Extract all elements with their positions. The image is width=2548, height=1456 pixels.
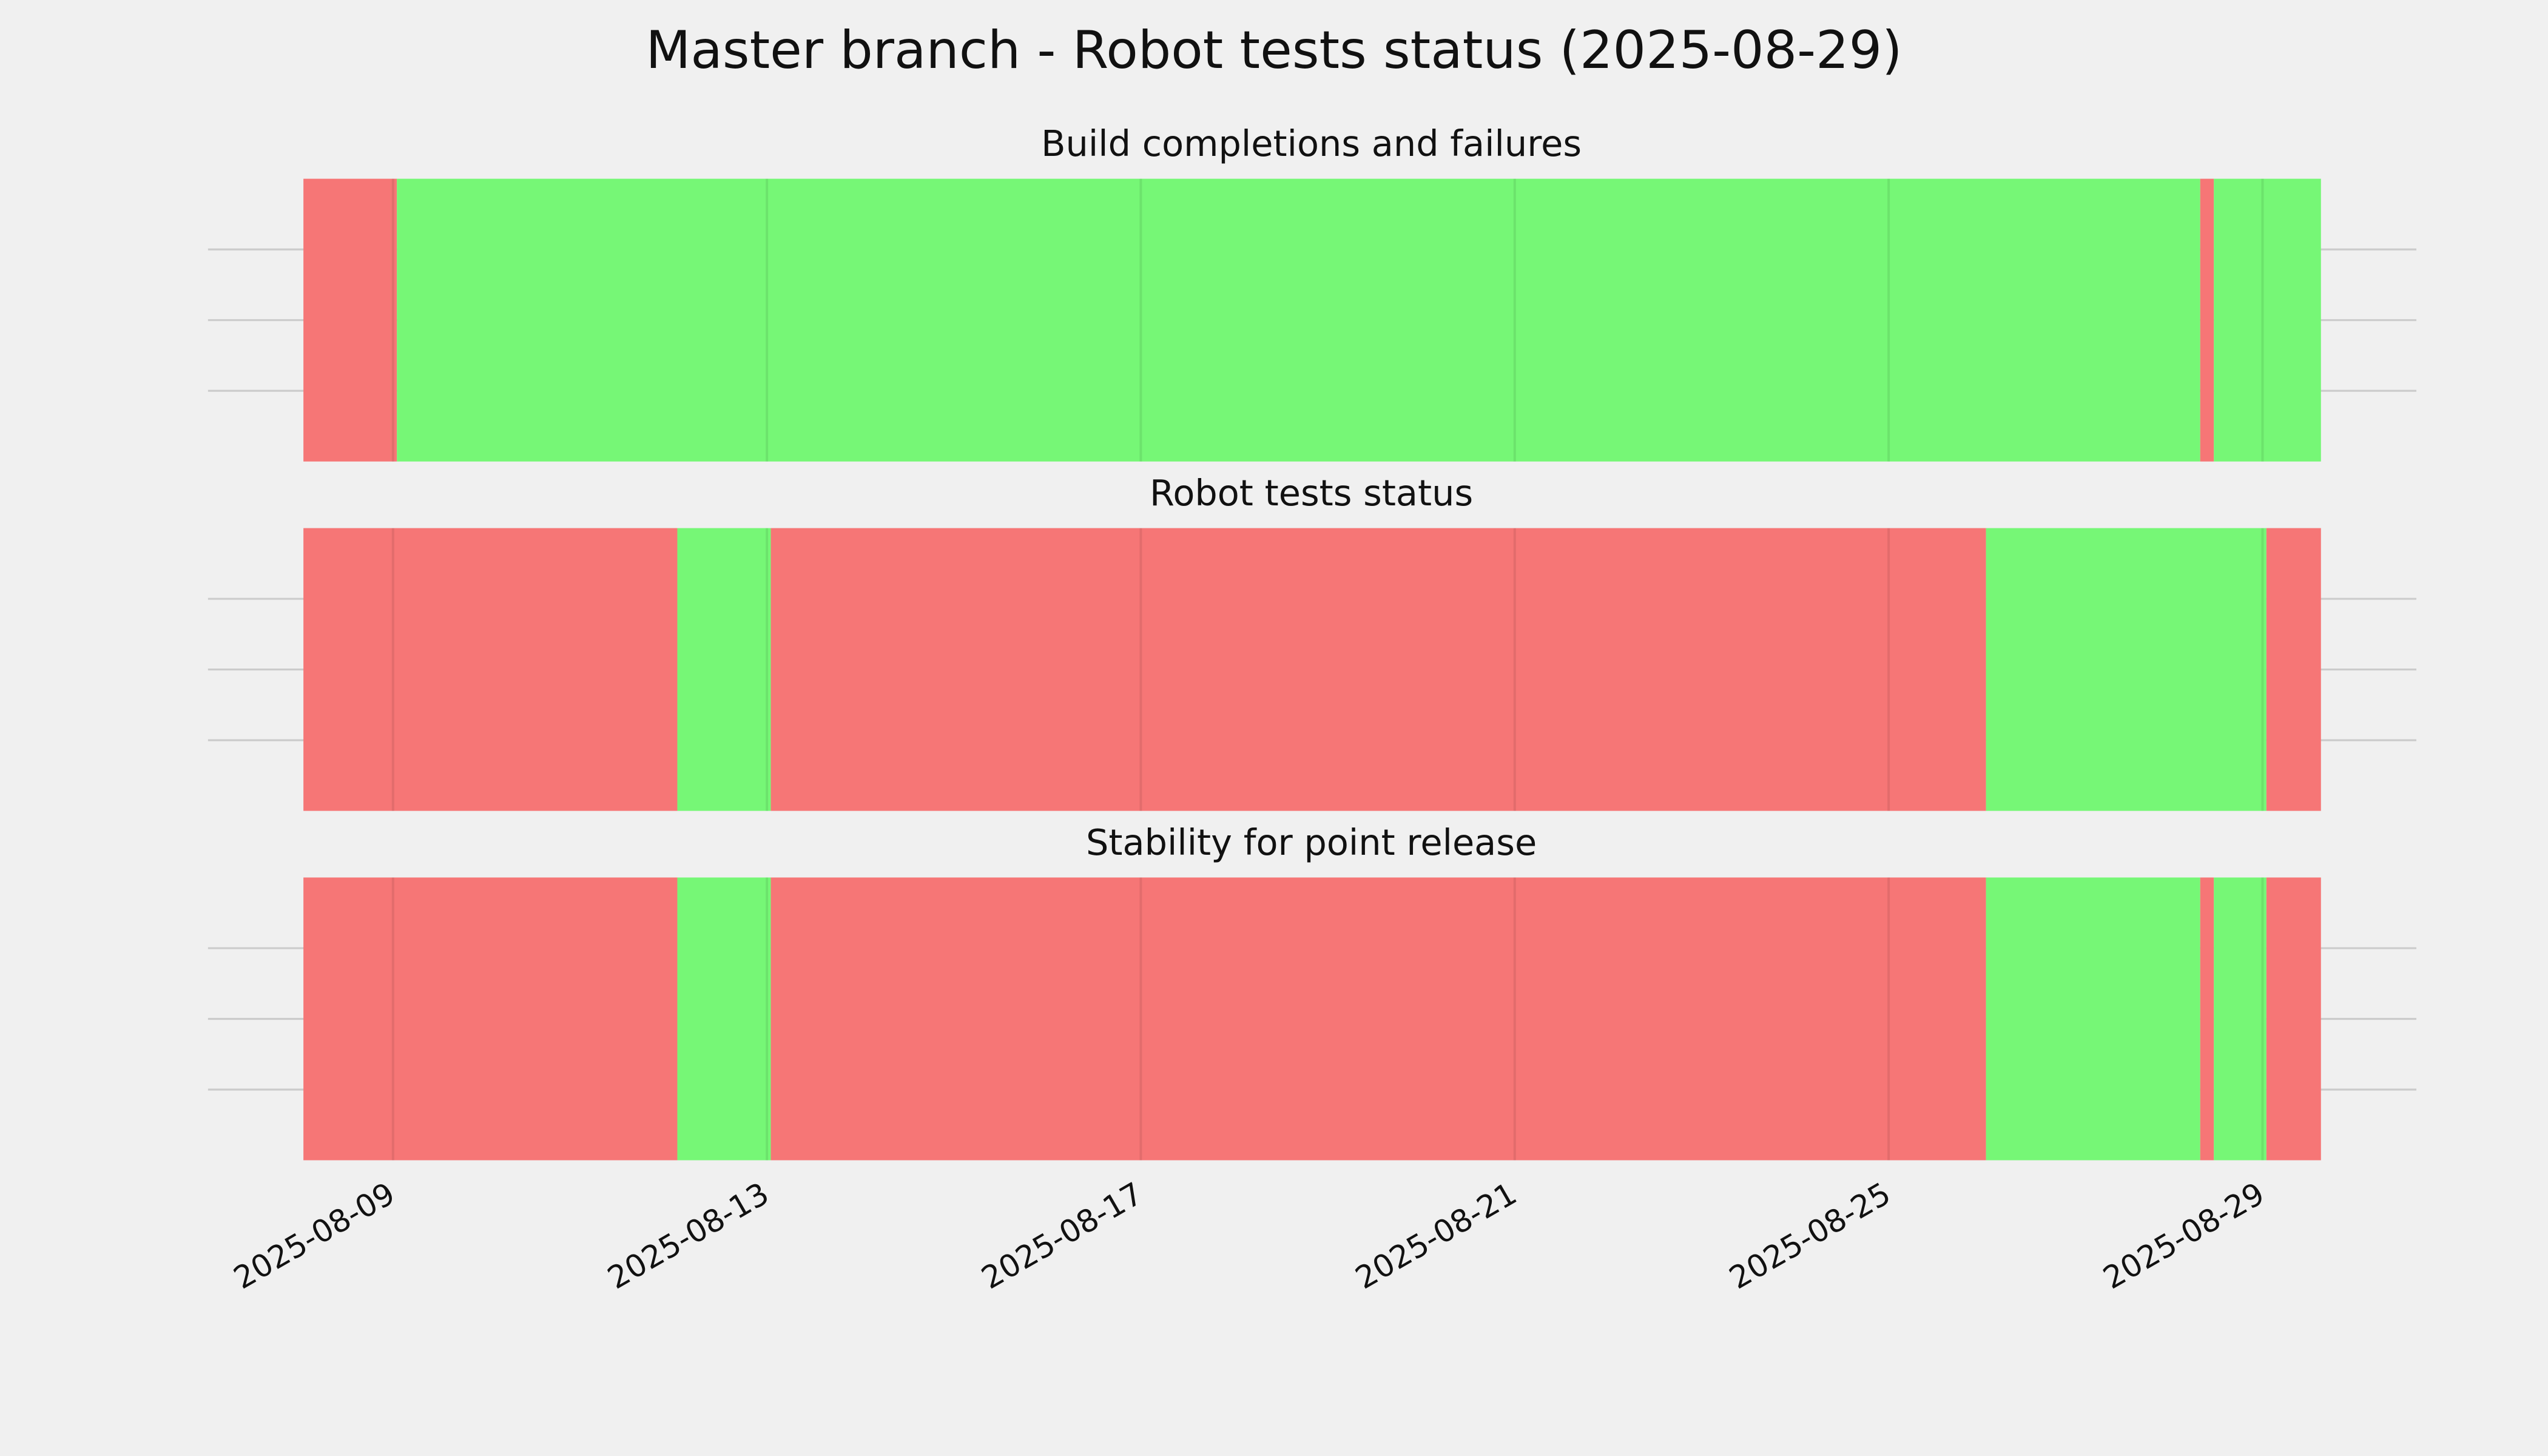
status-segment	[2266, 877, 2321, 1161]
panel-title: Build completions and failures	[1041, 123, 1582, 164]
status-segment	[770, 528, 1986, 811]
status-segment	[677, 528, 771, 811]
status-segment	[303, 528, 678, 811]
status-segment	[303, 877, 678, 1161]
status-segment	[303, 178, 397, 462]
status-segment	[2266, 528, 2321, 811]
status-segment	[2200, 877, 2214, 1161]
status-segment	[2214, 178, 2321, 462]
status-segment	[2200, 178, 2214, 462]
status-segment	[770, 877, 1986, 1161]
status-segment	[677, 877, 771, 1161]
chart-title: Master branch - Robot tests status (2025…	[645, 20, 1902, 81]
status-segment	[1986, 528, 2267, 811]
status-segment	[1986, 877, 2200, 1161]
panel-title: Robot tests status	[1150, 472, 1473, 514]
status-segment	[2214, 877, 2267, 1161]
panel-title: Stability for point release	[1086, 821, 1537, 863]
status-segment	[397, 178, 2200, 462]
